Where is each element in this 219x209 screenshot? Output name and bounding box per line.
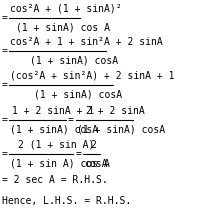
Text: =: = [2, 46, 8, 56]
Text: 2: 2 [90, 140, 96, 150]
Text: (1 + sin A) cos A: (1 + sin A) cos A [10, 159, 110, 169]
Text: =: = [2, 149, 8, 159]
Text: (1 + sinA) cosA: (1 + sinA) cosA [10, 125, 98, 135]
Text: =: = [2, 80, 8, 90]
Text: cos²A + 1 + sin²A + 2 sinA: cos²A + 1 + sin²A + 2 sinA [10, 37, 163, 47]
Text: =: = [75, 149, 81, 159]
Text: =: = [2, 13, 8, 23]
Text: = 2 sec A = R.H.S.: = 2 sec A = R.H.S. [2, 175, 108, 185]
Text: 2 + 2 sinA: 2 + 2 sinA [86, 106, 145, 116]
Text: 2 (1 + sin A): 2 (1 + sin A) [18, 140, 94, 150]
Text: (1 + sinA) cos A: (1 + sinA) cos A [16, 22, 110, 32]
Text: (cos²A + sin²A) + 2 sinA + 1: (cos²A + sin²A) + 2 sinA + 1 [10, 71, 175, 81]
Text: 1 + 2 sinA + 1: 1 + 2 sinA + 1 [12, 106, 94, 116]
Text: =: = [2, 115, 8, 125]
Text: (1 + sinA) cosA: (1 + sinA) cosA [77, 125, 165, 135]
Text: cos²A + (1 + sinA)²: cos²A + (1 + sinA)² [10, 3, 122, 13]
Text: (1 + sinA) cosA: (1 + sinA) cosA [30, 56, 118, 66]
Text: cosA: cosA [85, 159, 108, 169]
Text: (1 + sinA) cosA: (1 + sinA) cosA [34, 90, 122, 100]
Text: Hence, L.H.S. = R.H.S.: Hence, L.H.S. = R.H.S. [2, 196, 131, 206]
Text: =: = [68, 115, 74, 125]
